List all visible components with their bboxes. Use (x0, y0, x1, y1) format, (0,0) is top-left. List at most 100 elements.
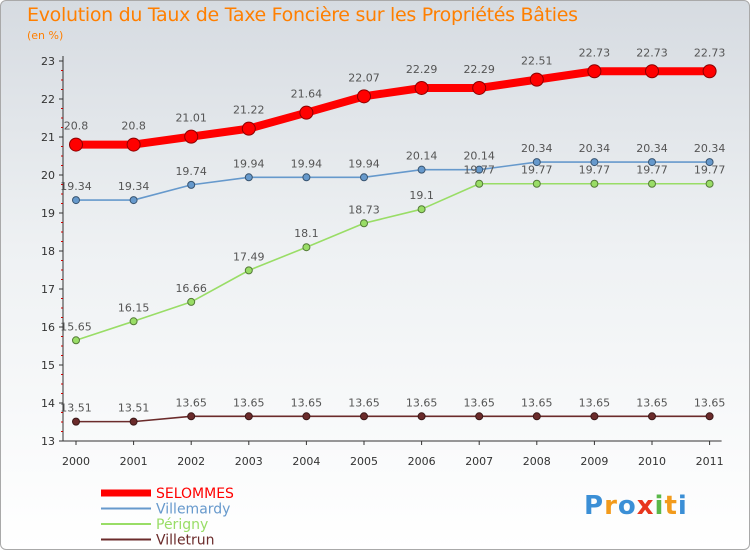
data-point (417, 412, 426, 421)
data-label: 17.49 (233, 250, 265, 263)
data-label: 20.34 (521, 142, 553, 155)
x-tick-label: 2002 (177, 455, 205, 468)
data-point (705, 179, 714, 188)
data-label: 19.94 (291, 157, 323, 170)
data-point (475, 179, 484, 188)
data-point (472, 80, 487, 95)
logo-letter: o (617, 491, 637, 521)
data-label: 13.65 (406, 396, 438, 409)
data-label: 13.51 (60, 402, 92, 415)
data-point (590, 158, 599, 167)
data-point (126, 137, 141, 152)
data-point (187, 412, 196, 421)
data-point (705, 158, 714, 167)
data-label: 22.73 (694, 46, 726, 59)
legend-label-selommes: SELOMMES (156, 486, 234, 502)
x-tick-label: 2000 (62, 455, 90, 468)
data-label: 13.65 (694, 396, 726, 409)
chart-title: Evolution du Taux de Taxe Foncière sur l… (27, 4, 578, 26)
data-label: 22.73 (636, 46, 668, 59)
data-label: 19.34 (60, 180, 92, 193)
data-label: 13.65 (175, 396, 207, 409)
data-label: 22.29 (406, 63, 438, 76)
data-label: 21.01 (175, 112, 207, 125)
data-point (72, 196, 80, 205)
data-point (241, 121, 256, 136)
data-point (244, 266, 253, 275)
data-label: 22.51 (521, 55, 553, 68)
data-point (129, 196, 138, 205)
legend-label-périgny: Périgny (156, 517, 208, 533)
y-tick-label: 15 (41, 359, 55, 372)
data-label: 22.07 (348, 71, 380, 84)
y-tick-label: 20 (41, 169, 55, 182)
y-tick-label: 21 (41, 131, 55, 144)
data-label: 19.94 (233, 157, 265, 170)
data-point (69, 137, 83, 152)
data-label: 13.65 (348, 396, 380, 409)
logo-letter: t (664, 491, 678, 521)
data-point (648, 158, 656, 167)
y-tick-label: 16 (41, 321, 55, 334)
unit-label: (en %) (27, 29, 64, 42)
y-tick-label: 13 (41, 435, 55, 448)
data-point (72, 336, 80, 345)
data-label: 20.8 (121, 120, 146, 133)
data-label: 13.51 (118, 402, 150, 415)
data-point (244, 412, 253, 421)
series-line-villetrun (75, 415, 711, 423)
data-label: 20.34 (579, 142, 611, 155)
legend-label-villetrun: Villetrun (156, 533, 215, 549)
data-point (187, 180, 196, 189)
data-label: 21.22 (233, 104, 265, 117)
y-tick-label: 18 (41, 245, 55, 258)
data-point (645, 64, 659, 79)
data-label: 13.65 (636, 396, 668, 409)
x-tick-label: 2004 (292, 455, 320, 468)
data-label: 18.1 (294, 227, 319, 240)
data-point (417, 165, 426, 174)
x-tick-label: 2009 (580, 455, 608, 468)
data-point (417, 205, 426, 214)
x-tick-label: 2008 (523, 455, 551, 468)
data-point (360, 412, 368, 421)
data-point (532, 179, 541, 188)
data-point (187, 297, 196, 306)
data-point (72, 417, 80, 426)
x-tick-label: 2001 (120, 455, 148, 468)
data-point (587, 64, 602, 79)
data-label: 13.65 (233, 396, 265, 409)
data-label: 19.74 (175, 165, 207, 178)
data-label: 13.65 (463, 396, 495, 409)
y-tick-label: 19 (41, 207, 55, 220)
x-tick-label: 2006 (408, 455, 436, 468)
data-point (299, 105, 314, 120)
x-tick-label: 2003 (235, 455, 263, 468)
data-point (475, 165, 484, 174)
data-point (357, 89, 371, 104)
data-point (302, 412, 311, 421)
y-tick-label: 17 (41, 283, 55, 296)
data-point (590, 179, 599, 188)
logo-letter: P (584, 491, 605, 521)
x-tick-label: 2005 (350, 455, 378, 468)
data-label: 19.1 (409, 189, 434, 202)
y-tick-label: 22 (41, 93, 55, 106)
data-label: 15.65 (60, 320, 92, 333)
data-point (648, 412, 656, 421)
data-point (648, 179, 656, 188)
logo-letter: i (654, 491, 665, 521)
data-point (705, 412, 714, 421)
logo-letter: x (636, 491, 655, 521)
data-label: 20.14 (463, 150, 495, 163)
x-tick-label: 2011 (696, 455, 724, 468)
data-label: 16.15 (118, 301, 150, 314)
data-label: 19.94 (348, 157, 380, 170)
data-label: 20.8 (64, 120, 89, 133)
data-point (414, 80, 429, 95)
y-tick-label: 23 (41, 55, 55, 68)
data-point (590, 412, 599, 421)
data-label: 19.77 (694, 164, 726, 177)
